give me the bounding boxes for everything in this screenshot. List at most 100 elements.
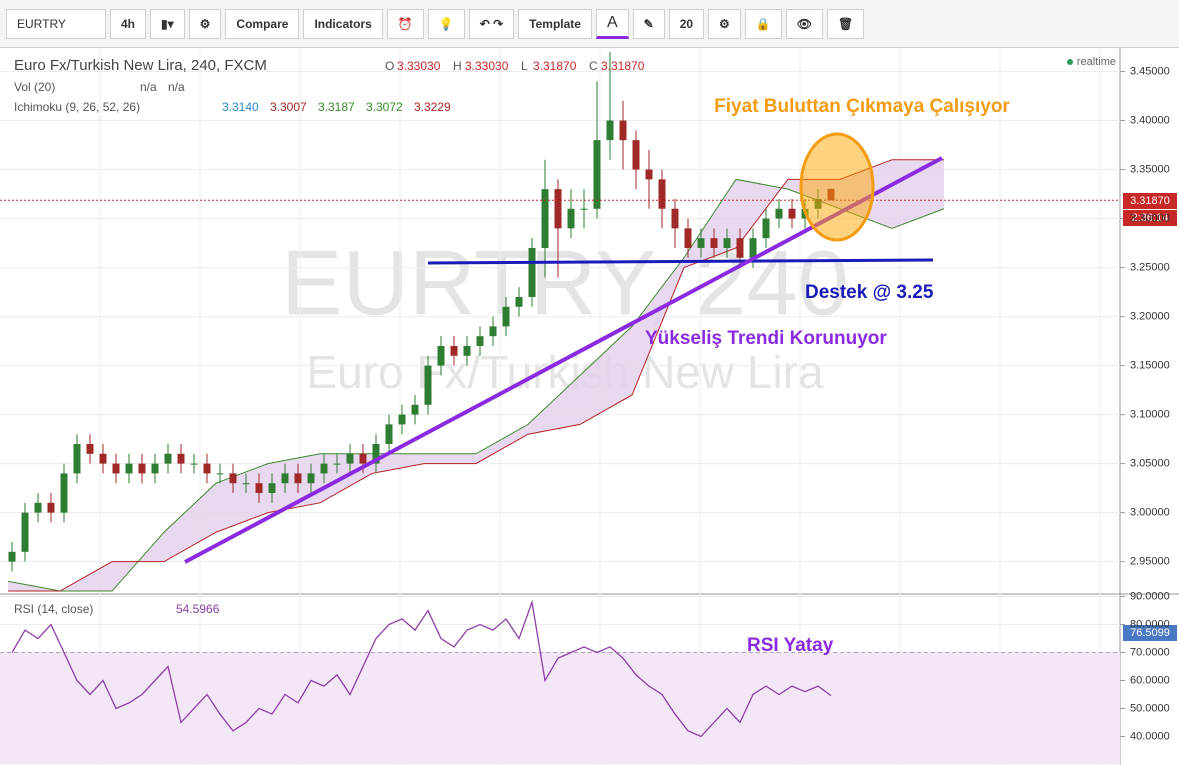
y-tick-label: 3.30000 [1130,212,1170,224]
candle-body [86,444,94,454]
rsi-marker-label: 76.5099 [1130,627,1170,639]
candle-body [606,120,614,141]
font-size-button[interactable]: 20 [668,8,705,39]
candle-body [138,463,146,474]
format-button[interactable]: ⚙ [708,8,741,39]
candle-body [372,444,380,464]
candle-body [723,238,731,248]
realtime-label: realtime [1077,56,1116,68]
indicators-button[interactable]: Indicators [303,8,383,39]
y-tick-label: 70.0000 [1130,646,1170,658]
candle-body [203,463,211,474]
candle-body [177,453,185,464]
y-tick-label: 3.10000 [1130,409,1170,421]
toolbar: EURTRY 4h ▮▾ ⚙ Compare Indicators ⏰ 💡 ↶ … [0,0,1179,48]
idea-button[interactable]: 💡 [427,8,465,39]
y-tick-label: 3.35000 [1130,163,1170,175]
annotation: RSI Yatay [747,635,834,656]
chart-area: EURTRY, 240 Euro Fx/Turkish New Lira Fiy… [0,48,1179,765]
delete-button[interactable]: 🗑 [827,8,865,39]
candle-body [502,306,510,327]
y-tick-label: 3.40000 [1130,114,1170,126]
candle-body [34,502,42,513]
candle-body [125,463,133,474]
ohlc-key: H [453,59,462,73]
lock-button[interactable]: 🔒 [744,8,782,39]
candle-body [255,483,263,494]
candle-body [515,296,523,307]
cloud-span [7,178,945,592]
volume-value: n/a [140,80,157,94]
candle-body [632,140,640,170]
y-tick-label: 3.05000 [1130,458,1170,470]
highlight-ellipse [799,132,875,242]
y-tick-label: 3.20000 [1130,310,1170,322]
rsi-marker [1123,625,1177,641]
price-axis-bg [1120,48,1179,765]
annotation: Fiyat Buluttan Çıkmaya Çalışıyor [714,96,1010,117]
y-tick-label: 3.00000 [1130,507,1170,519]
ichimoku-value: 3.3072 [366,100,403,114]
candle-body [645,169,653,180]
pencil-tool[interactable]: ✎ [632,8,665,39]
candle-body [736,238,744,258]
settings-button[interactable]: ⚙ [188,8,222,39]
candle-body [567,208,575,229]
y-tick-label: 40.0000 [1130,730,1170,742]
candle-body [229,473,237,484]
candle-body [710,238,718,248]
y-tick-label: 90.0000 [1130,590,1170,602]
candle-body [268,483,276,494]
y-tick-label: 2.95000 [1130,556,1170,568]
candle-body [528,247,536,297]
watermark-symbol: EURTRY, 240 [281,232,849,334]
ichimoku-value: 3.3229 [414,100,451,114]
ohlc-value: 3.31870 [533,59,577,73]
price-marker [1123,193,1177,209]
annotation: Yükseliş Trendi Korunuyor [645,328,887,349]
candle-body [242,483,250,485]
undo-button[interactable]: ↶ ↷ [468,8,515,39]
alert-button[interactable]: ⏰ [386,8,424,39]
candle-body [60,473,68,513]
candle-body [216,473,224,475]
candle-body [294,473,302,484]
candle-body [541,189,549,248]
price-marker-label: 3.31870 [1130,195,1170,207]
compare-button[interactable]: Compare [225,8,300,39]
y-tick-label: 3.25000 [1130,261,1170,273]
volume-legend: Vol (20) [14,80,55,94]
interval-button[interactable]: 4h [110,8,147,39]
ohlc-key: C [589,59,598,73]
chart-style-button[interactable]: ▮▾ [150,8,185,39]
candle-body [619,120,627,141]
candle-body [749,238,757,258]
rsi-legend: RSI (14, close) [14,602,93,616]
candle-body [307,473,315,484]
candle-body [151,463,159,474]
ohlc-key: L [521,59,528,73]
visibility-button[interactable]: 👁 [785,8,823,39]
candle-body [489,326,497,337]
candle-body [385,424,393,445]
candle-body [8,551,16,562]
template-button[interactable]: Template [518,8,592,39]
candle-body [775,208,783,219]
ohlc-value: 3.31870 [601,59,645,73]
candle-body [359,453,367,464]
text-tool[interactable]: A [595,8,629,39]
symbol-input[interactable]: EURTRY [6,8,106,39]
countdown-marker [1123,210,1177,226]
ichimoku-value: 3.3007 [270,100,307,114]
candle-body [21,512,29,552]
candle-body [164,453,172,464]
candle-body [554,189,562,229]
ichimoku-value: 3.3140 [222,100,259,114]
ichimoku-cloud [8,159,944,592]
rsi-value: 54.5966 [176,602,220,616]
chart-title: Euro Fx/Turkish New Lira, 240, FXCM [14,57,267,74]
ohlc-value: 3.33030 [465,59,509,73]
candle-body [450,345,458,356]
cloud-span [8,159,944,592]
